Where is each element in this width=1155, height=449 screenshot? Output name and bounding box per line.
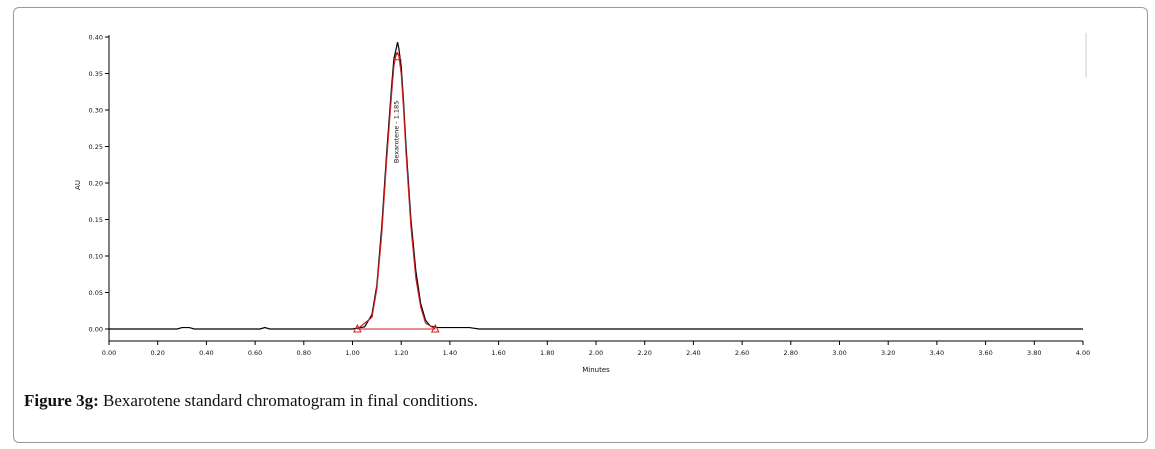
x-tick-label: 3.60 (978, 349, 992, 357)
x-tick-label: 3.00 (832, 349, 846, 357)
x-tick-label: 1.80 (540, 349, 554, 357)
chart-marks: Bexarotene - 1.185 (109, 41, 1083, 333)
x-tick-label: 2.00 (589, 349, 603, 357)
x-tick-label: 0.00 (102, 349, 116, 357)
y-tick-label: 0.15 (89, 216, 103, 224)
x-tick-label: 2.60 (735, 349, 749, 357)
y-tick-label: 0.35 (89, 70, 103, 78)
figure-frame (13, 7, 1148, 443)
peak-label: Bexarotene - 1.185 (393, 101, 401, 163)
chromatogram-trace (109, 41, 1083, 330)
chromatogram-chart: 0.00 0.05 0.10 0.15 0.20 0.25 0.30 0.35 0.40 0.00… (74, 33, 1090, 374)
peak-apex-marker (393, 51, 402, 61)
figure-caption-text: Bexarotene standard chromatogram in fina… (103, 391, 478, 410)
peak-start-marker (353, 323, 362, 333)
x-tick-label: 0.80 (297, 349, 311, 357)
y-tick-label: 0.25 (89, 143, 103, 151)
y-tick-label: 0.40 (89, 34, 103, 42)
x-tick-label: 3.20 (881, 349, 895, 357)
x-tick-label: 3.40 (930, 349, 944, 357)
figure-label: Figure 3g: (24, 391, 99, 410)
x-axis-label: Minutes (582, 366, 610, 374)
x-tick-label: 2.40 (686, 349, 700, 357)
x-tick-label: 2.20 (637, 349, 651, 357)
y-tick-label: 0.05 (89, 289, 103, 297)
chart-axes: 0.00 0.05 0.10 0.15 0.20 0.25 0.30 0.35 0.40 0.00… (89, 33, 1090, 357)
figure-caption: Figure 3g: Bexarotene standard chromatog… (24, 391, 478, 411)
x-tick-label: 4.00 (1076, 349, 1090, 357)
y-tick-label: 0.30 (89, 107, 103, 115)
y-tick-label: 0.00 (89, 326, 103, 334)
x-tick-label: 0.20 (150, 349, 164, 357)
peak-end-marker (430, 323, 440, 333)
x-tick-label: 1.00 (345, 349, 359, 357)
peak-integration-curve (356, 51, 436, 330)
x-tick-label: 0.60 (248, 349, 262, 357)
x-tick-label: 1.20 (394, 349, 408, 357)
x-tick-label: 1.60 (491, 349, 505, 357)
x-tick-label: 3.80 (1027, 349, 1041, 357)
x-tick-label: 0.40 (199, 349, 213, 357)
y-tick-label: 0.10 (89, 253, 103, 261)
y-tick-label: 0.20 (89, 180, 103, 188)
y-axis-label: AU (74, 180, 82, 190)
x-tick-label: 2.80 (784, 349, 798, 357)
x-tick-label: 1.40 (443, 349, 457, 357)
